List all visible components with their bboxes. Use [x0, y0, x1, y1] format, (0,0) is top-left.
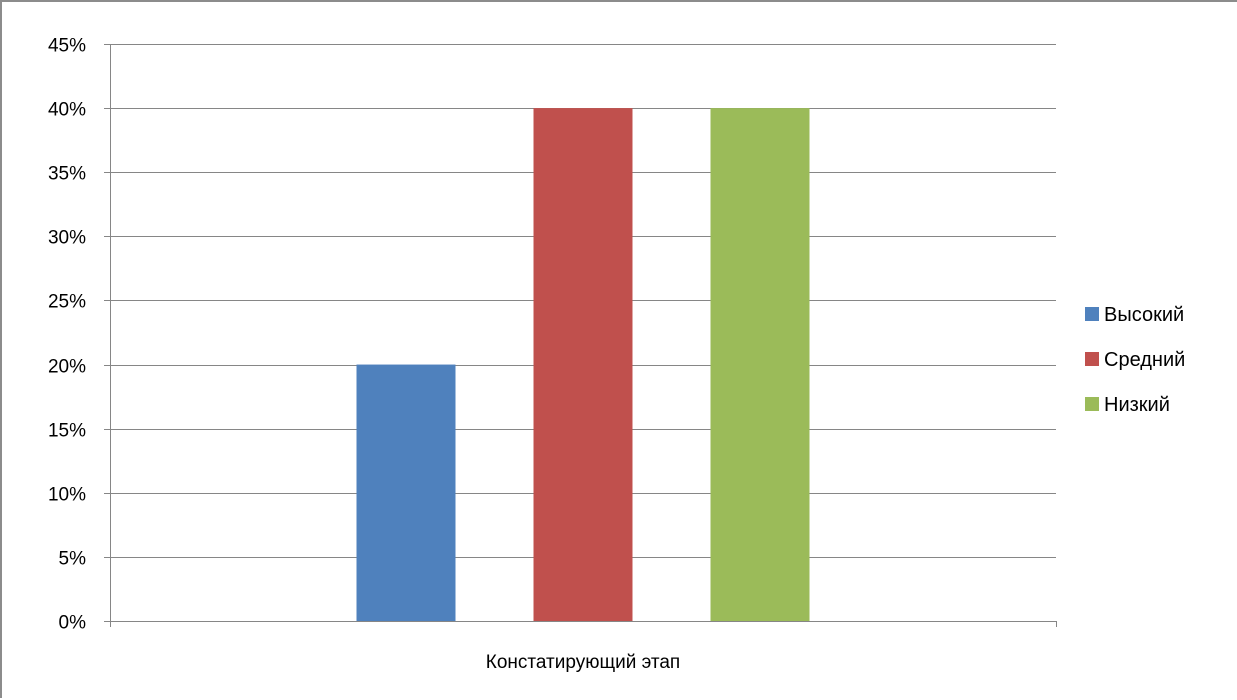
bar-1 — [356, 364, 456, 621]
legend: Высокий Средний Низкий — [1085, 304, 1185, 416]
x-category-label: Констатирующий этап — [486, 652, 680, 673]
y-tick-label: 15% — [48, 421, 86, 442]
legend-swatch — [1085, 397, 1099, 411]
y-tick-labels: 0% 5% 10% 15% 20% 25% 30% 35% 40% 45% — [48, 36, 86, 634]
y-tick-label: 30% — [48, 228, 86, 249]
axes — [104, 44, 1057, 627]
legend-label: Низкий — [1104, 394, 1170, 416]
y-tick-label: 45% — [48, 36, 86, 57]
bar-3 — [710, 108, 810, 622]
y-tick-label: 25% — [48, 292, 86, 313]
legend-swatch — [1085, 307, 1099, 321]
legend-label: Средний — [1104, 349, 1185, 371]
legend-swatch — [1085, 352, 1099, 366]
y-tick-label: 20% — [48, 357, 86, 378]
y-tick-label: 10% — [48, 485, 86, 506]
y-tick-label: 40% — [48, 100, 86, 121]
y-tick-label: 35% — [48, 164, 86, 185]
x-category-labels: Констатирующий этап — [486, 652, 680, 673]
y-tick-label: 5% — [59, 549, 87, 570]
bars — [356, 108, 810, 622]
bar-2 — [533, 108, 633, 622]
legend-label: Высокий — [1104, 304, 1184, 326]
y-tick-label: 0% — [59, 613, 87, 634]
